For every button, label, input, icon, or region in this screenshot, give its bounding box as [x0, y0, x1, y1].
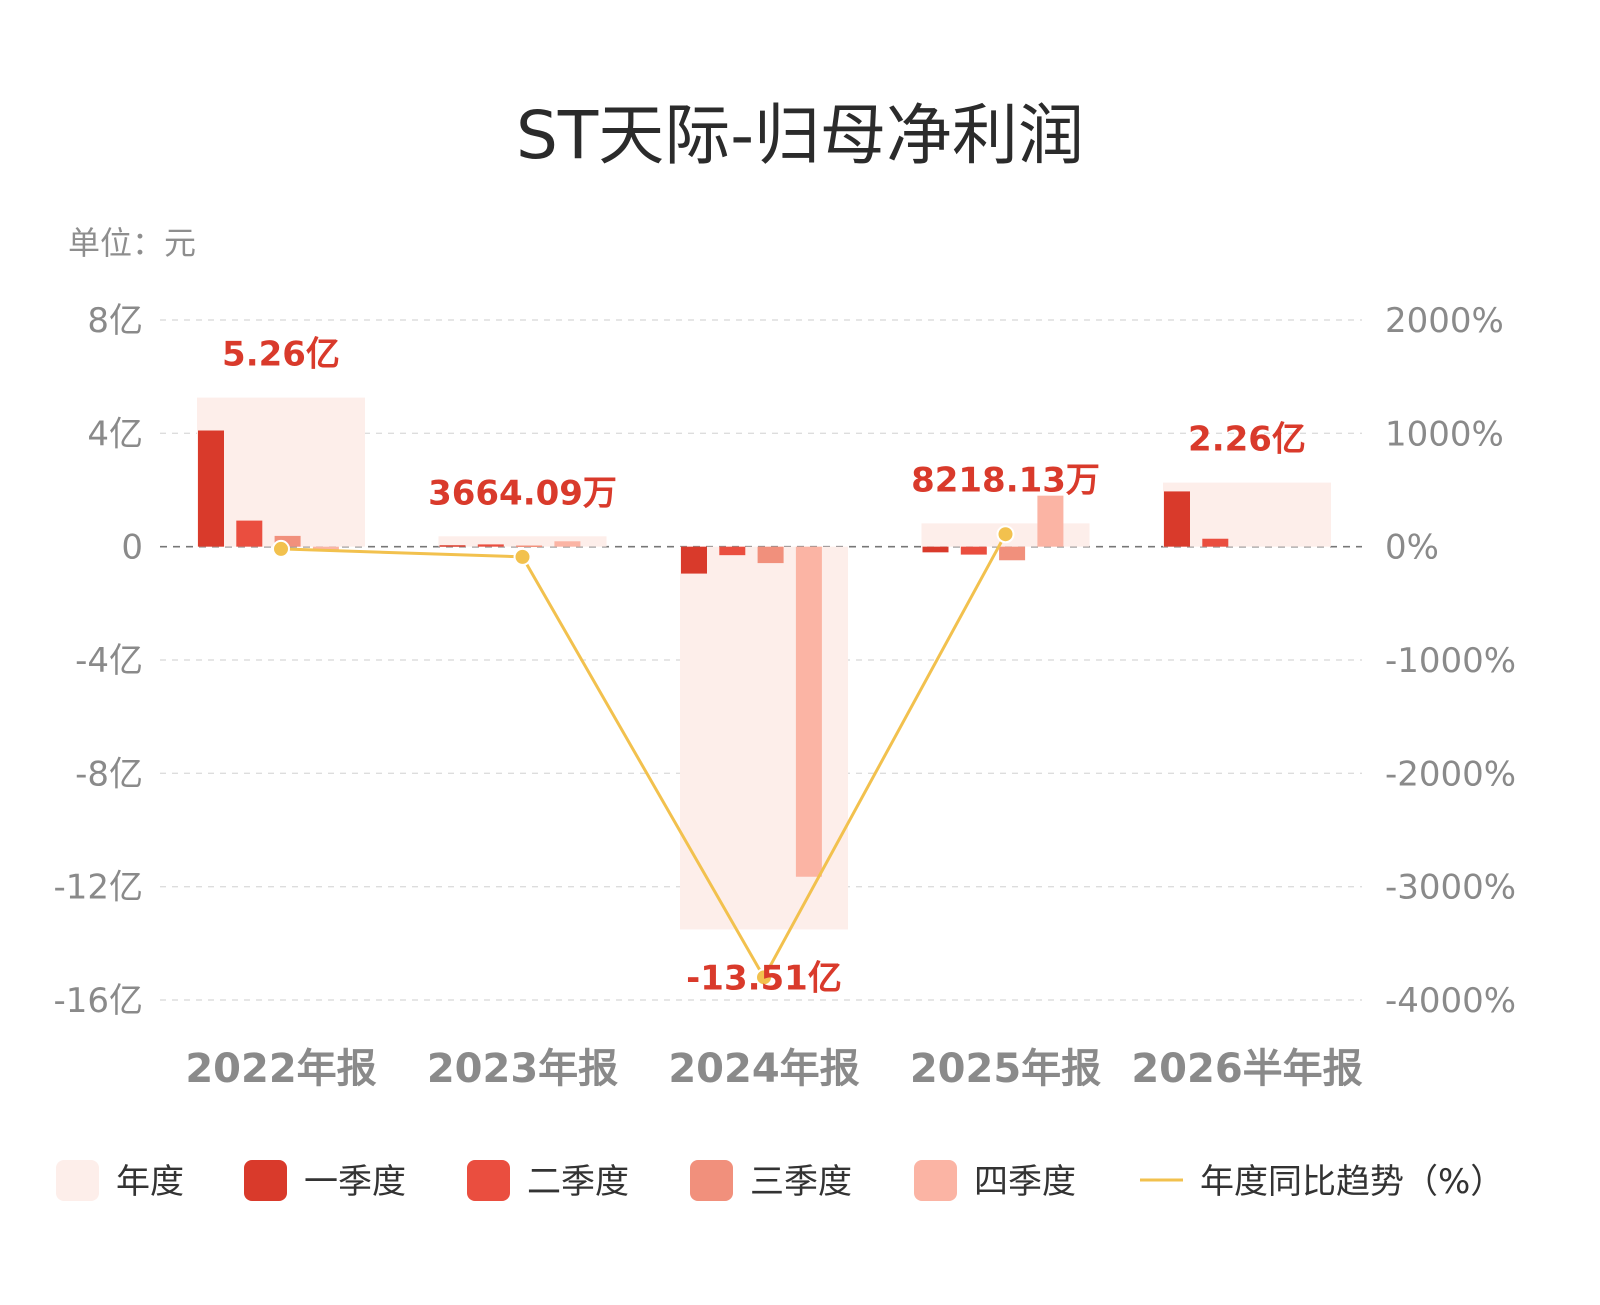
quarter-bar-q1 [681, 546, 707, 574]
y-right-tick-label: -2000% [1385, 754, 1516, 794]
legend-item: 年度 [56, 1160, 184, 1202]
quarter-bar-q3 [757, 546, 784, 564]
annual-bar [197, 397, 365, 547]
legend-label: 一季度 [304, 1162, 406, 1202]
legend-label: 三季度 [750, 1162, 852, 1202]
x-category-label: 2024年报 [668, 1046, 859, 1092]
annual-bars [197, 397, 1331, 930]
quarter-bar-q3 [274, 535, 301, 547]
quarter-bar-q2 [477, 544, 504, 547]
quarter-bar-q4 [1037, 495, 1064, 547]
quarter-bar-q2 [960, 546, 987, 555]
quarter-bar-q3 [516, 545, 543, 548]
legend-item: 四季度 [914, 1160, 1076, 1202]
quarter-bar-q1 [198, 430, 224, 547]
legend-swatch [914, 1160, 957, 1201]
x-category-label: 2025年报 [910, 1046, 1101, 1092]
legend-label: 四季度 [974, 1162, 1076, 1202]
y-left-tick-label: 8亿 [87, 301, 143, 341]
y-right-tick-label: 2000% [1385, 301, 1504, 341]
quarter-bar-q1 [922, 546, 949, 553]
quarter-bar-q3 [999, 546, 1026, 561]
y-right-tick-label: 1000% [1385, 414, 1504, 454]
x-category-label: 2023年报 [427, 1046, 618, 1092]
annual-value-label: 2.26亿 [1188, 420, 1306, 460]
legend: 年度 一季度 二季度 三季度 四季度 年度同比趋势（%） [56, 1160, 1504, 1202]
y-left-tick-label: -16亿 [53, 981, 143, 1021]
quarter-bar-q1 [439, 545, 466, 547]
y-left-tick-label: 4亿 [87, 414, 143, 454]
legend-label: 年度 [116, 1162, 184, 1202]
trend-line-path [280, 533, 1007, 981]
legend-label: 二季度 [527, 1162, 629, 1202]
legend-swatch [467, 1160, 510, 1201]
quarter-bar-q4 [554, 541, 581, 547]
quarter-bar-q2 [1202, 538, 1229, 547]
quarter-bar-q1 [1164, 491, 1190, 547]
quarter-bars [198, 430, 1229, 877]
legend-swatch [56, 1160, 99, 1201]
y-right-tick-label: -3000% [1385, 868, 1516, 908]
quarter-bar-q2 [236, 520, 263, 547]
y-right-tick-label: -1000% [1385, 641, 1516, 681]
data-labels: 5.26亿 3664.09万 -13.51亿 8218.13万 2.26亿 [222, 335, 1306, 999]
trend-point [272, 539, 290, 558]
legend-swatch [690, 1160, 733, 1201]
legend-item: 三季度 [690, 1160, 852, 1202]
y-left-tick-label: -8亿 [75, 754, 143, 794]
y-left-tick-label: 0 [121, 528, 143, 568]
yoy-trend-line [272, 525, 1015, 987]
annual-value-label: -13.51亿 [686, 958, 842, 998]
legend-swatch [244, 1160, 287, 1201]
y-left-tick-label: -12亿 [53, 868, 143, 908]
annual-value-label: 3664.09万 [428, 473, 617, 513]
annual-value-label: 5.26亿 [222, 335, 340, 375]
trend-point [755, 968, 773, 987]
legend-item: 年度同比趋势（%） [1140, 1162, 1504, 1202]
quarter-bar-q4 [312, 546, 339, 551]
chart-title: ST天际-归母净利润 [516, 97, 1084, 174]
y-right-tick-label: -4000% [1385, 981, 1516, 1021]
legend-item: 二季度 [467, 1160, 629, 1202]
axis-labels: 8亿 4亿 0 -4亿 -8亿 -12亿 -16亿 2000% 1000% 0% -1000% -20… [53, 301, 1516, 1092]
annual-value-label: 8218.13万 [911, 460, 1100, 500]
trend-point [513, 547, 532, 566]
legend-item: 一季度 [244, 1160, 406, 1202]
y-right-tick-label: 0% [1385, 528, 1439, 568]
quarter-bar-q2 [719, 546, 746, 556]
trend-point [996, 525, 1015, 544]
legend-label: 年度同比趋势（%） [1200, 1162, 1504, 1202]
quarter-bar-q4 [795, 546, 822, 877]
x-category-label: 2022年报 [185, 1046, 376, 1092]
y-left-tick-label: -4亿 [75, 641, 143, 681]
annual-bar [1163, 482, 1331, 547]
annual-bar [438, 536, 607, 547]
unit-label: 单位：元 [68, 224, 196, 262]
x-category-label: 2026半年报 [1131, 1046, 1362, 1092]
